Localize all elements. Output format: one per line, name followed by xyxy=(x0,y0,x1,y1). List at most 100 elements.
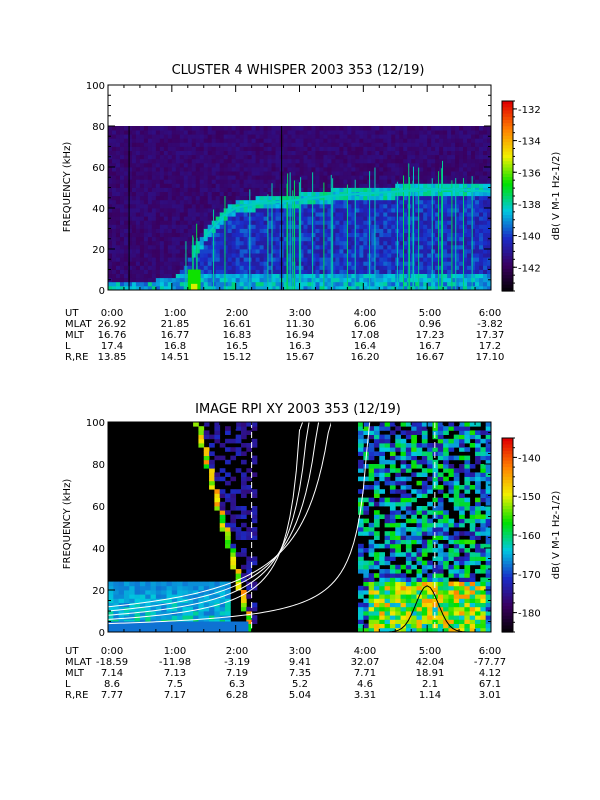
heatmap-cell xyxy=(358,602,364,608)
heatmap-cell xyxy=(183,199,189,205)
heatmap-cell xyxy=(271,277,276,283)
heatmap-cell xyxy=(331,179,336,184)
heatmap-cell xyxy=(135,199,141,205)
heatmap-cell xyxy=(375,220,380,225)
heatmap-cell xyxy=(347,236,352,242)
heatmap-cell xyxy=(347,232,352,238)
heatmap-cell xyxy=(351,265,356,270)
heatmap-cell xyxy=(383,187,388,192)
heatmap-cell xyxy=(219,506,226,511)
heatmap-cell xyxy=(443,269,448,274)
heatmap-cell xyxy=(255,138,261,143)
heatmap-cell xyxy=(214,438,221,444)
heatmap-cell xyxy=(379,619,386,624)
heatmap-cell xyxy=(400,455,407,461)
heatmap-cell xyxy=(167,236,173,242)
heatmap-cell xyxy=(129,585,135,591)
heatmap-cell xyxy=(479,191,484,197)
heatmap-cell xyxy=(311,285,316,291)
heatmap-cell xyxy=(247,150,253,156)
colorbar-swatch xyxy=(502,142,513,146)
spectrogram-plot xyxy=(108,126,492,291)
heatmap-cell xyxy=(271,281,276,287)
heatmap-cell xyxy=(127,167,133,172)
heatmap-cell xyxy=(475,154,480,160)
heatmap-cell xyxy=(315,224,320,229)
heatmap-cell xyxy=(295,253,300,258)
heatmap-cell xyxy=(225,459,231,465)
heatmap-cell xyxy=(307,146,312,151)
heatmap-cell xyxy=(389,539,396,545)
heatmap-cell xyxy=(215,162,221,168)
heatmap-cell xyxy=(214,455,221,461)
heatmap-cell xyxy=(358,430,364,435)
heatmap-cell xyxy=(351,253,356,258)
heatmap-cell xyxy=(239,220,245,225)
heatmap-cell xyxy=(487,244,492,250)
heatmap-cell xyxy=(151,146,157,151)
heatmap-cell xyxy=(355,138,360,143)
heatmap-cell xyxy=(451,199,456,205)
heatmap-cell xyxy=(240,535,247,540)
heatmap-cell xyxy=(231,158,237,164)
heatmap-cell xyxy=(115,277,121,283)
heatmap-cell xyxy=(371,167,376,172)
heatmap-cell xyxy=(251,285,257,291)
heatmap-cell xyxy=(403,212,408,217)
heatmap-cell xyxy=(339,179,344,184)
heatmap-cell xyxy=(259,154,264,160)
heatmap-cell xyxy=(159,212,165,217)
heatmap-cell xyxy=(479,187,484,192)
heatmap-cell xyxy=(351,212,356,217)
heatmap-cell xyxy=(479,281,484,287)
heatmap-cell xyxy=(219,261,225,266)
heatmap-cell xyxy=(384,598,391,603)
heatmap-cell xyxy=(427,195,432,201)
heatmap-cell xyxy=(203,602,210,608)
heatmap-cell xyxy=(368,577,375,582)
heatmap-cell xyxy=(395,476,401,482)
heatmap-cell xyxy=(487,146,492,151)
heatmap-cell xyxy=(187,191,193,197)
heatmap-cell xyxy=(373,468,380,473)
heatmap-cell xyxy=(459,265,464,270)
heatmap-cell xyxy=(179,199,185,205)
heatmap-cell xyxy=(400,627,407,633)
heatmap-cell xyxy=(431,130,436,135)
heatmap-cell xyxy=(331,212,336,217)
heatmap-cell xyxy=(113,581,120,587)
heatmap-cell xyxy=(405,518,412,524)
heatmap-cell xyxy=(291,236,296,242)
heatmap-cell xyxy=(358,451,364,456)
heatmap-cell xyxy=(400,531,407,536)
heatmap-cell xyxy=(399,228,404,233)
heatmap-cell xyxy=(379,249,384,254)
heatmap-cell xyxy=(467,249,472,254)
heatmap-cell xyxy=(400,564,407,570)
heatmap-cell xyxy=(251,146,257,151)
heatmap-cell xyxy=(343,130,348,135)
heatmap-cell xyxy=(411,611,417,616)
heatmap-cell xyxy=(363,158,368,164)
heatmap-cell xyxy=(391,130,396,135)
heatmap-cell xyxy=(307,187,312,192)
heatmap-cell xyxy=(135,134,141,139)
heatmap-cell xyxy=(193,585,199,591)
heatmap-cell xyxy=(435,130,440,135)
heatmap-cell xyxy=(471,203,476,209)
heatmap-cell xyxy=(371,150,376,156)
heatmap-cell xyxy=(108,285,113,291)
heatmap-cell xyxy=(161,615,167,620)
heatmap-cell xyxy=(311,269,316,274)
heatmap-cell xyxy=(447,179,452,184)
heatmap-cell xyxy=(323,261,328,266)
heatmap-cell xyxy=(243,183,249,188)
heatmap-cell xyxy=(387,150,392,156)
heatmap-cell xyxy=(239,134,245,139)
heatmap-cell xyxy=(319,265,324,270)
heatmap-cell xyxy=(179,195,185,201)
heatmap-cell xyxy=(319,240,324,246)
heatmap-cell xyxy=(246,627,253,633)
heatmap-cell xyxy=(263,179,268,184)
heatmap-cell xyxy=(113,598,120,603)
